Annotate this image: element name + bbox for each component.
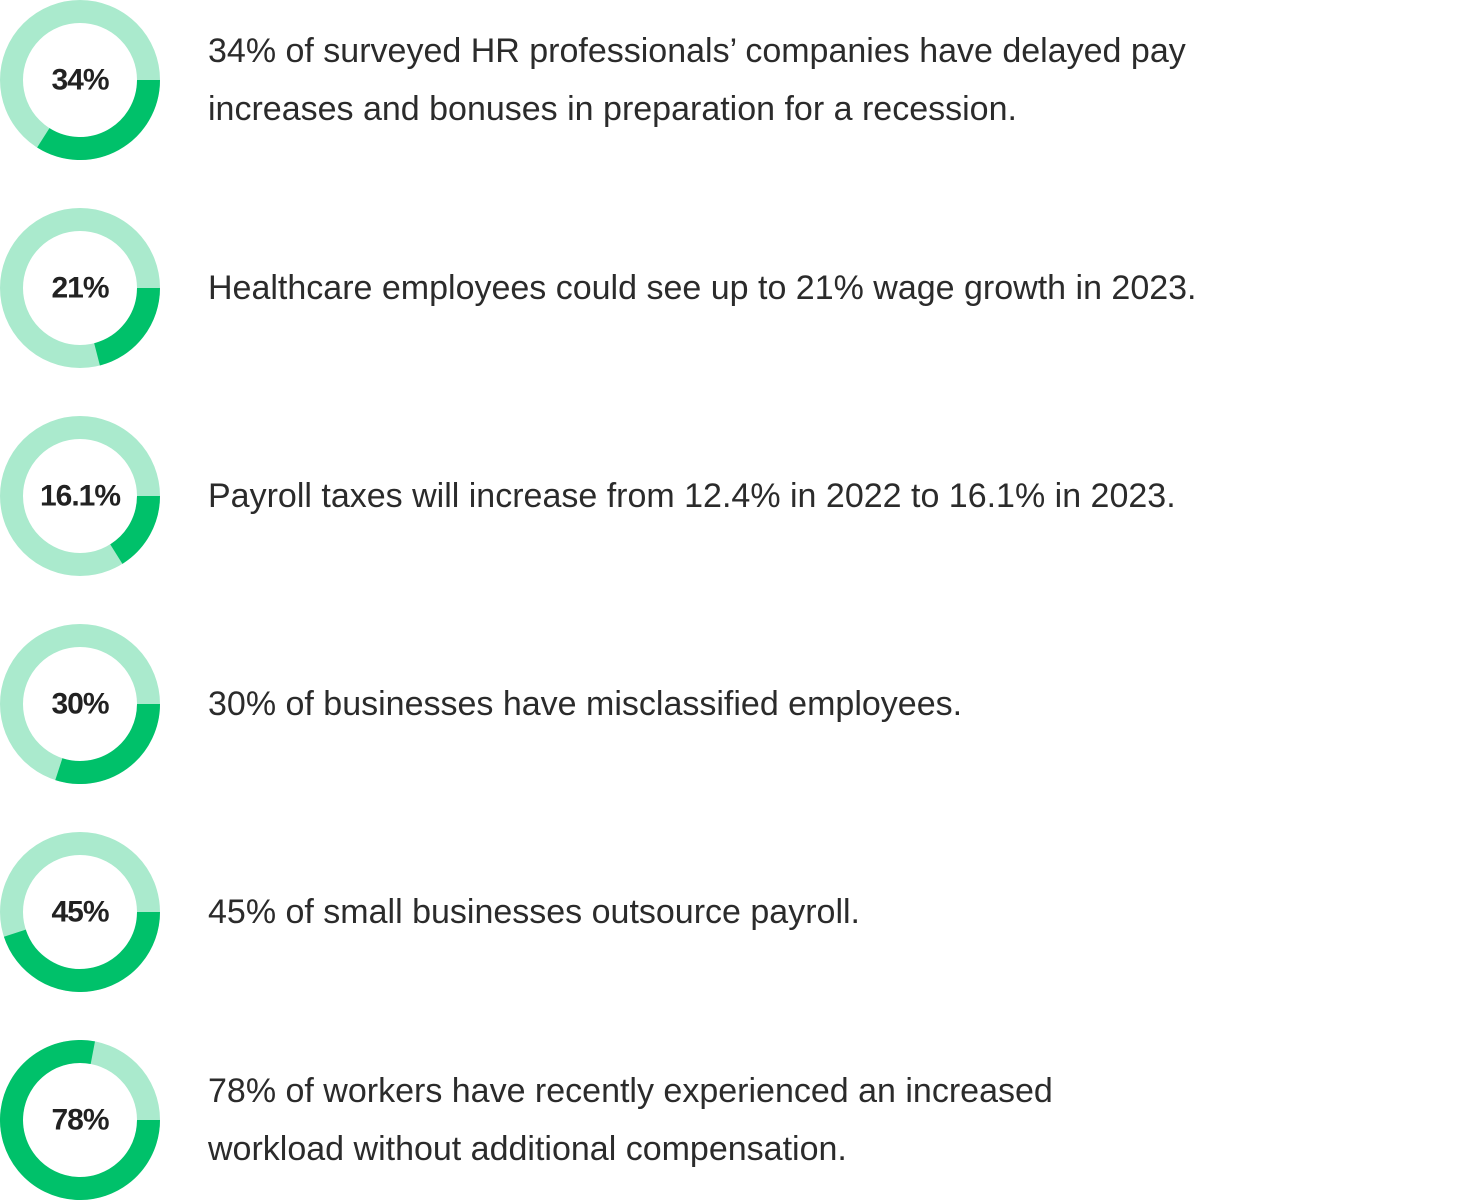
stat-description: 30% of businesses have misclassified emp… [208,675,962,733]
donut-chart: 21% [0,208,160,368]
description-line: Healthcare employees could see up to 21%… [208,269,1197,307]
description-line: 45% of small businesses outsource payrol… [208,893,860,931]
donut-label: 16.1% [40,480,120,513]
donut-label: 78% [51,1104,108,1137]
stat-row: 16.1% Payroll taxes will increase from 12… [0,416,1480,576]
stat-row: 21% Healthcare employees could see up to … [0,208,1480,368]
description-line: Payroll taxes will increase from 12.4% i… [208,477,1176,515]
stat-row: 30% 30% of businesses have misclassified … [0,624,1480,784]
donut-arc [3,911,160,992]
donut-label: 30% [51,688,108,721]
donut-arc [109,495,160,564]
description-line: 34% of surveyed HR professionals’ compan… [208,32,1186,70]
stat-row: 78% 78% of workers have recently experien… [0,1040,1480,1200]
donut-label: 34% [51,64,108,97]
donut-arc [0,1040,160,1200]
stat-description: 78% of workers have recently experienced… [208,1062,1053,1178]
donut-chart: 30% [0,624,160,784]
donut-arc [37,79,160,160]
donut-label: 45% [51,896,108,929]
donut-chart: 34% [0,0,160,160]
description-line: increases and bonuses in preparation for… [208,90,1017,128]
stat-description: 45% of small businesses outsource payrol… [208,883,860,941]
donut-chart: 45% [0,832,160,992]
description-line: 78% of workers have recently experienced… [208,1072,1053,1110]
donut-arc [93,287,160,366]
stat-description: Payroll taxes will increase from 12.4% i… [208,467,1176,525]
description-line: 30% of businesses have misclassified emp… [208,685,963,723]
stat-description: 34% of surveyed HR professionals’ compan… [208,22,1186,138]
donut-arc [55,703,160,784]
donut-chart: 16.1% [0,416,160,576]
donut-label: 21% [51,272,108,305]
description-line: workload without additional compensation… [208,1130,847,1168]
stat-description: Healthcare employees could see up to 21%… [208,259,1197,317]
donut-chart: 78% [0,1040,160,1200]
stat-row: 45% 45% of small businesses outsource pay… [0,832,1480,992]
stat-row: 34% 34% of surveyed HR professionals’ com… [0,0,1480,160]
